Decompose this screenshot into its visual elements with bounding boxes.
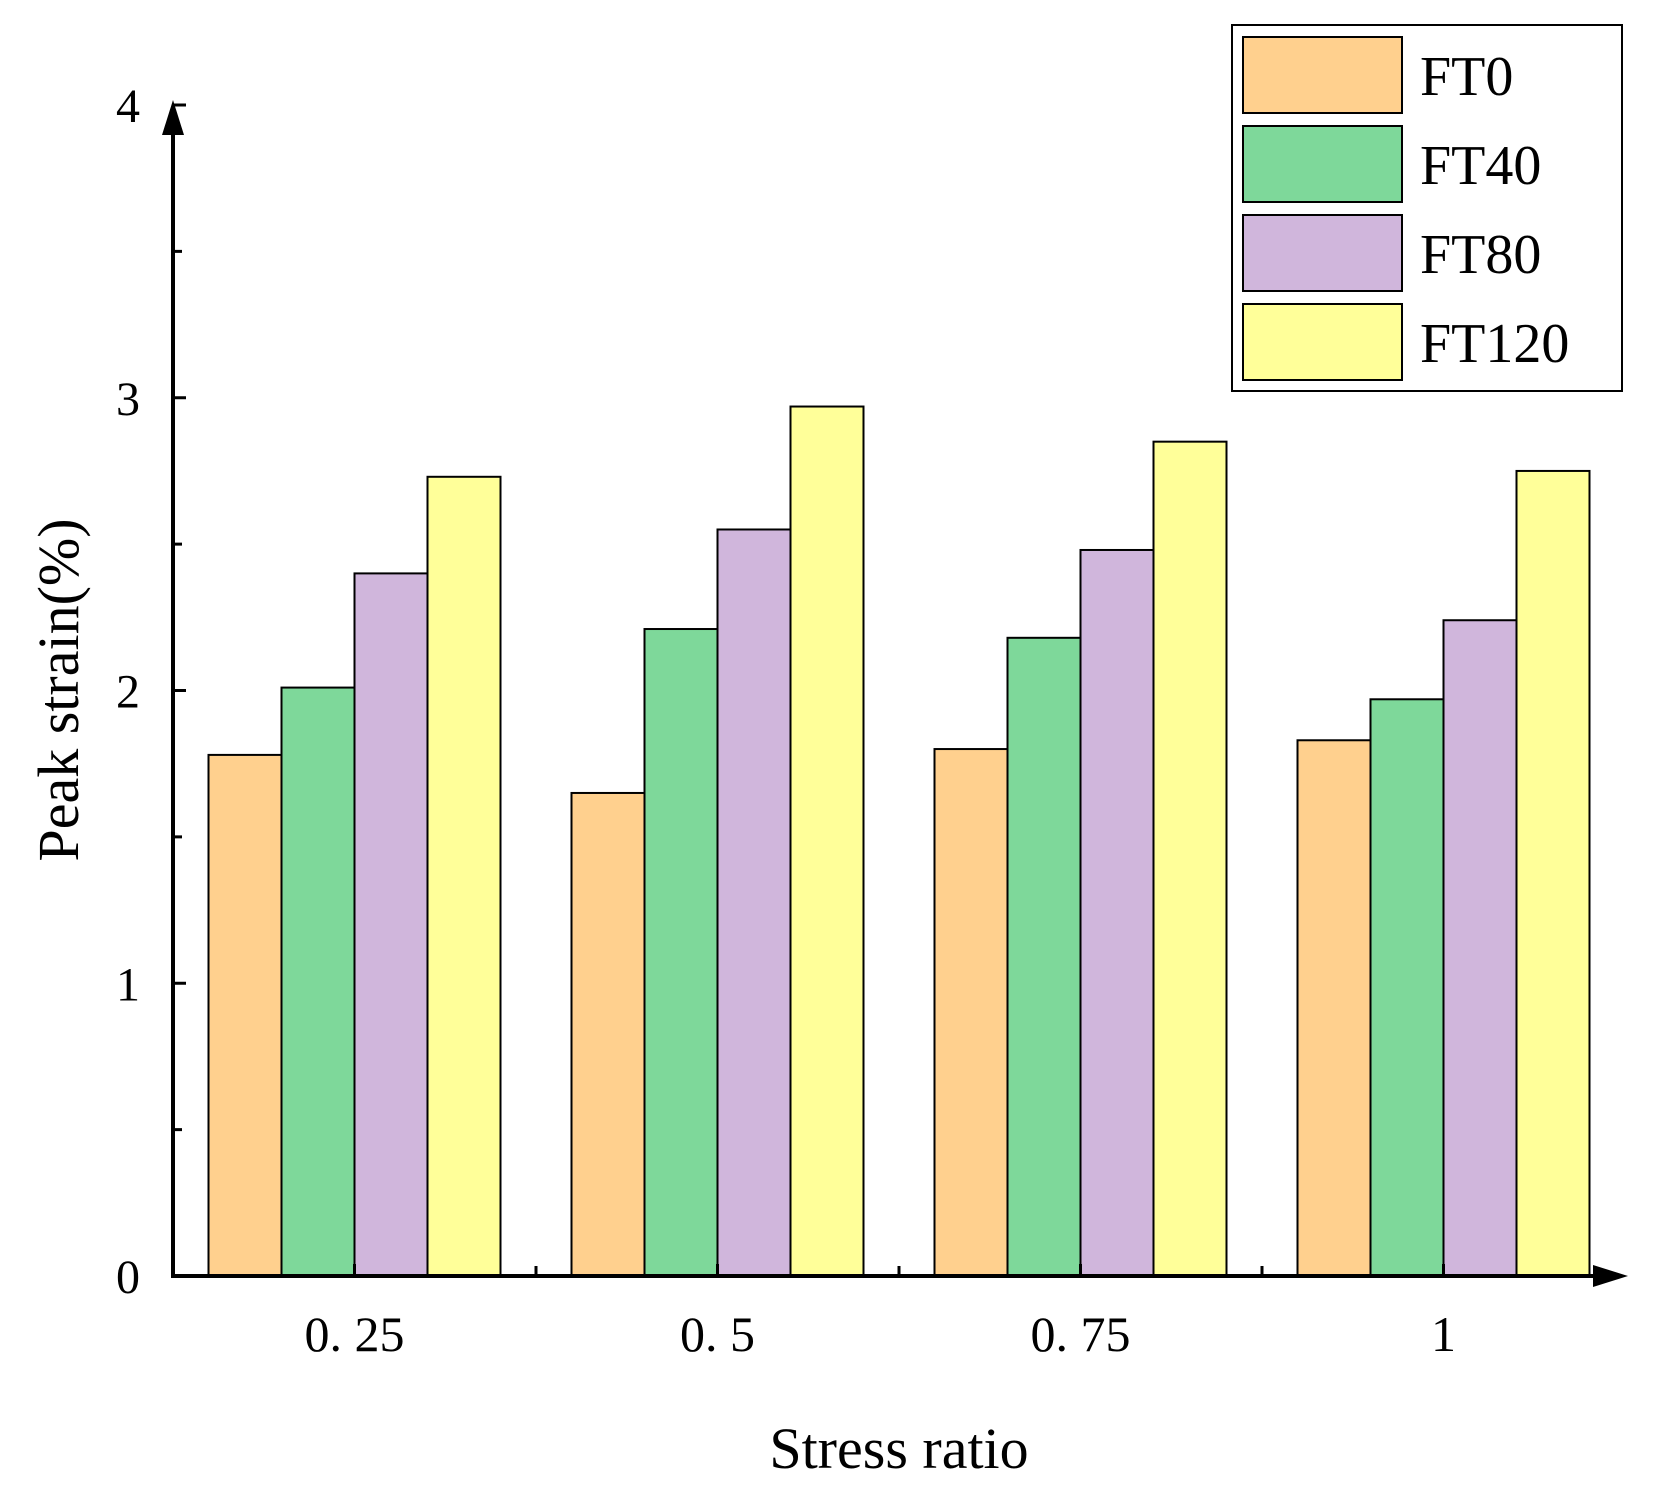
bar-ft120-2 xyxy=(1152,440,1228,1278)
bar-ft80-3 xyxy=(1442,619,1518,1277)
x-tick-label: 0. 25 xyxy=(305,1306,405,1362)
bar-ft0-1 xyxy=(570,791,646,1278)
legend-swatch-ft80 xyxy=(1242,214,1403,292)
bar-ft0-3 xyxy=(1296,739,1372,1277)
bar-ft120-3 xyxy=(1515,469,1591,1277)
x-tick-label: 0. 5 xyxy=(680,1306,755,1362)
legend-swatch-ft120 xyxy=(1242,303,1403,381)
legend-label-ft120: FT120 xyxy=(1420,313,1569,375)
bar-ft40-0 xyxy=(280,686,356,1277)
legend: FT0 FT40 FT80 FT120 xyxy=(1231,24,1623,392)
y-tick-label: 3 xyxy=(116,373,140,426)
x-axis-title: Stress ratio xyxy=(769,1416,1028,1481)
bar-ft80-1 xyxy=(716,528,792,1277)
y-tick-label: 1 xyxy=(116,958,140,1011)
legend-label-ft80: FT80 xyxy=(1420,224,1541,286)
bar-ft40-3 xyxy=(1369,698,1445,1277)
x-tick-label: 0. 75 xyxy=(1031,1306,1131,1362)
bar-ft0-0 xyxy=(207,753,283,1277)
bars-layer xyxy=(207,405,1591,1278)
x-categories-layer: 0. 25 0. 5 0. 75 1 xyxy=(305,1264,1456,1362)
bar-ft40-2 xyxy=(1006,636,1082,1277)
axes-layer xyxy=(162,100,1628,1287)
bar-ft0-2 xyxy=(933,748,1009,1277)
y-axis-arrow xyxy=(162,100,184,135)
bar-ft80-0 xyxy=(353,572,429,1277)
y-tick-label: 4 xyxy=(116,80,140,133)
y-tick-label: 0 xyxy=(116,1251,140,1304)
bar-ft120-1 xyxy=(789,405,865,1278)
bar-ft40-1 xyxy=(643,628,719,1277)
x-tick-label: 1 xyxy=(1431,1306,1456,1362)
bar-ft120-0 xyxy=(426,475,502,1278)
y-tick-label: 2 xyxy=(116,666,140,719)
legend-label-ft0: FT0 xyxy=(1420,46,1513,108)
y-axis-title: Peak strain(%) xyxy=(26,518,91,861)
legend-swatch-ft40 xyxy=(1242,125,1403,203)
y-ticks-layer: 0 1 2 3 4 xyxy=(116,80,186,1304)
x-axis-arrow xyxy=(1593,1265,1628,1287)
bar-ft80-2 xyxy=(1079,548,1155,1277)
legend-label-ft40: FT40 xyxy=(1420,135,1541,197)
legend-swatch-ft0 xyxy=(1242,36,1403,114)
